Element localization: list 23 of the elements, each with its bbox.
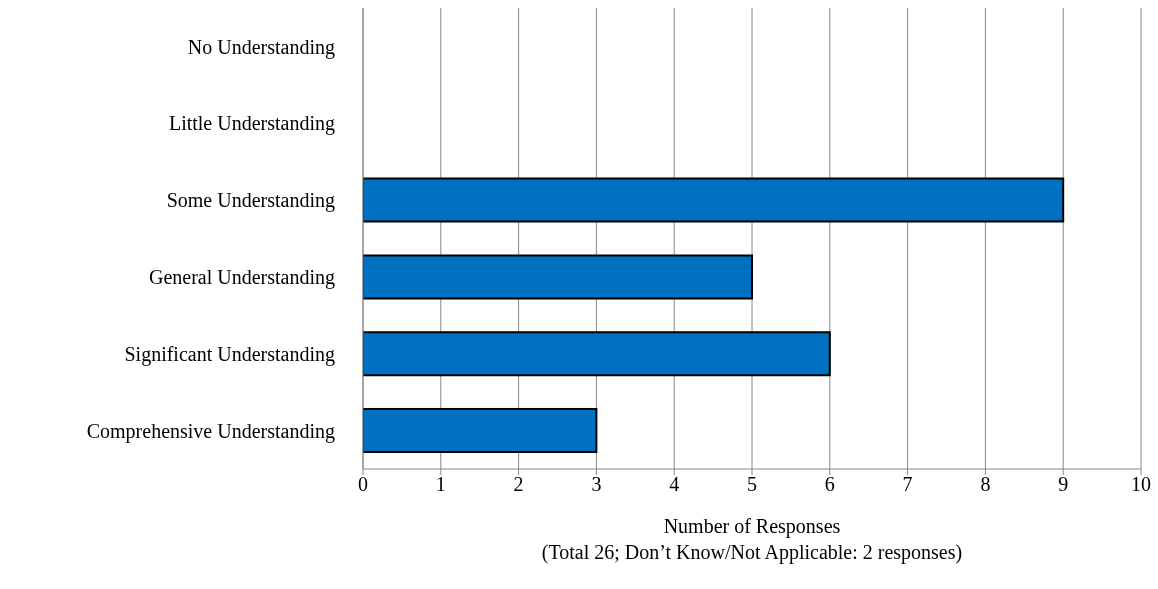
x-tick-label: 6 xyxy=(824,473,835,496)
bar xyxy=(363,177,1065,223)
x-tick-label: 7 xyxy=(902,473,913,496)
y-tick-label: Comprehensive Understanding xyxy=(86,419,335,443)
y-tick-label: No Understanding xyxy=(187,35,335,59)
bar xyxy=(363,254,753,300)
x-tick-label: 9 xyxy=(1058,473,1069,496)
y-tick-label: Significant Understanding xyxy=(124,342,335,366)
x-tick-label: 2 xyxy=(513,473,524,496)
text: (Total 26; Don’t Know/Not Applicable: 2 responses) xyxy=(540,540,964,565)
y-tick-label: General Understanding xyxy=(148,266,335,290)
x-tick-label: 10 xyxy=(1131,473,1151,496)
x-tick-label: 8 xyxy=(980,473,991,496)
y-tick-label: Little Understanding xyxy=(168,112,335,136)
x-tick-label: 1 xyxy=(435,473,446,496)
x-tick-label: 5 xyxy=(747,473,757,496)
y-tick-label: Some Understanding xyxy=(166,189,335,213)
bar xyxy=(363,331,831,377)
x-tick-label: 0 xyxy=(358,473,368,496)
x-tick-label: 4 xyxy=(669,473,680,496)
bar xyxy=(363,408,598,454)
x-axis-title: Number of Responses xyxy=(662,514,842,539)
x-tick-label: 3 xyxy=(591,473,602,496)
